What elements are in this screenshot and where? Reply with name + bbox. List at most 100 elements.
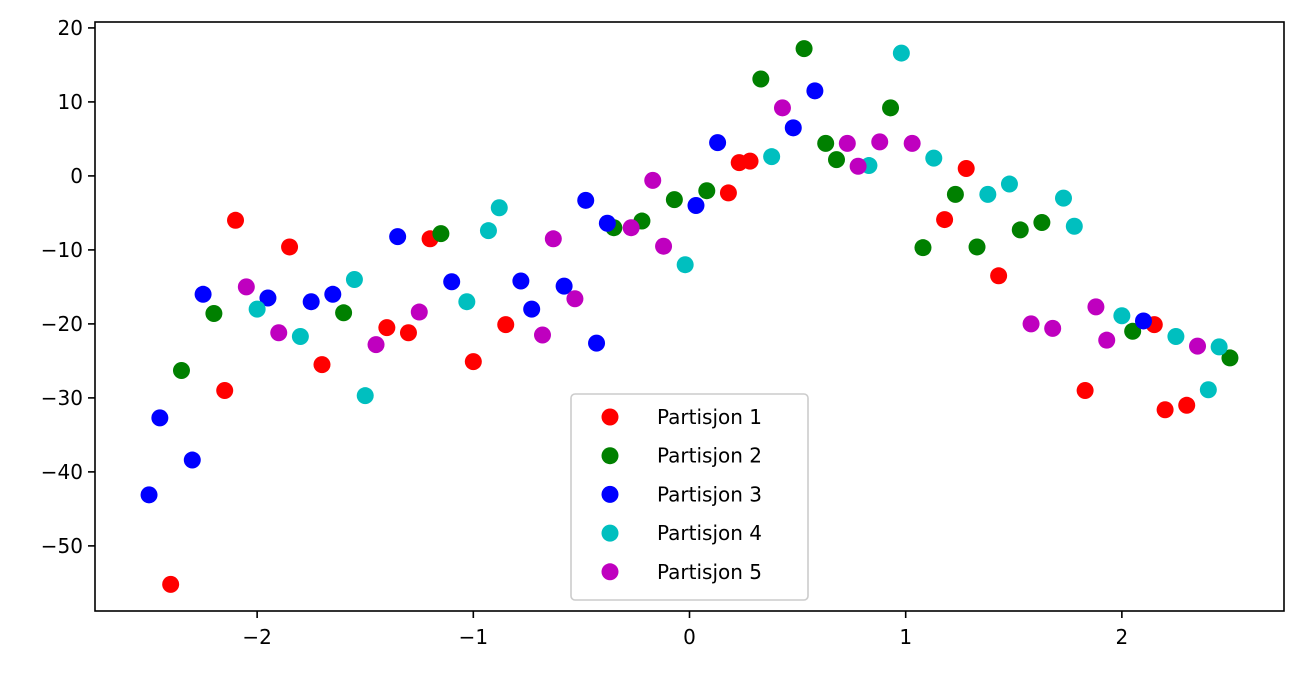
data-point [151,409,169,427]
data-point [784,119,802,137]
legend-marker [601,485,619,503]
data-point [367,336,385,354]
data-point [892,44,910,62]
series-partisjon-1 [162,152,1196,593]
data-point [1210,338,1228,356]
data-point [871,133,889,151]
legend-item: Partisjon 1 [601,405,762,429]
data-point [773,99,791,117]
data-point [1124,322,1142,340]
data-point [291,327,309,345]
data-point [665,191,683,209]
data-point [458,293,476,311]
data-point [588,334,606,352]
data-points [140,40,1239,593]
series-partisjon-2 [172,40,1239,380]
data-point [979,185,997,203]
data-point [806,82,824,100]
legend-frame [570,393,809,601]
data-point [957,160,975,178]
data-point [817,134,835,152]
data-point [1167,327,1185,345]
data-point [709,134,727,152]
data-point [1189,337,1207,355]
data-point [281,238,299,256]
data-point [828,151,846,169]
data-point [676,256,694,274]
data-point [763,148,781,166]
data-point [194,285,212,303]
y-tick-label: −30 [41,386,83,410]
y-tick-label: 0 [70,164,83,188]
data-point [432,225,450,243]
y-tick-label: −50 [41,534,83,558]
data-point [512,272,530,290]
legend-label: Partisjon 2 [657,444,762,468]
data-point [313,356,331,374]
data-point [172,362,190,380]
data-point [464,353,482,371]
legend-item: Partisjon 2 [601,444,762,468]
data-point [140,486,158,504]
data-point [936,211,954,229]
data-point [1221,349,1239,367]
x-tick-label: 2 [1115,625,1128,649]
y-tick-label: 20 [58,16,83,40]
data-point [443,273,461,291]
x-tick-label: 1 [899,625,912,649]
data-point [1098,331,1116,349]
data-point [1113,307,1131,325]
series-partisjon-4 [248,44,1228,405]
y-tick-label: 10 [58,90,83,114]
data-point [719,184,737,202]
legend-item: Partisjon 3 [601,482,762,506]
y-tick-label: −20 [41,312,83,336]
legend-item: Partisjon 5 [601,560,762,584]
data-point [302,293,320,311]
data-point [795,40,813,58]
data-point [946,185,964,203]
data-point [687,197,705,215]
data-point [925,149,943,167]
x-tick-label: −1 [459,625,488,649]
legend-label: Partisjon 5 [657,560,762,584]
data-point [1134,312,1152,330]
data-point [882,99,900,117]
data-point [490,199,508,217]
data-point [259,289,277,307]
data-point [533,326,551,344]
data-point [324,285,342,303]
data-point [216,381,234,399]
data-point [555,277,573,295]
legend-label: Partisjon 3 [657,482,762,506]
data-point [598,214,616,232]
data-point [752,70,770,88]
data-point [227,211,245,229]
data-point [1022,315,1040,333]
data-point [270,324,288,342]
legend-marker [601,563,619,581]
legend-item: Partisjon 4 [601,521,762,545]
series-partisjon-3 [140,82,1152,504]
data-point [566,290,584,308]
data-point [479,222,497,240]
data-point [914,239,932,257]
legend: Partisjon 1 Partisjon 2 Partisjon 3 Partisj… [570,393,809,601]
data-point [335,304,353,322]
data-point [1054,189,1072,207]
data-point [990,267,1008,285]
data-point [1000,175,1018,193]
data-point [1178,396,1196,414]
x-tick-label: −2 [242,625,271,649]
legend-label: Partisjon 1 [657,405,762,429]
data-point [655,237,673,255]
data-point [237,278,255,296]
data-point [544,230,562,248]
data-point [1199,381,1217,399]
x-tick-label: 0 [683,625,696,649]
legend-marker [601,408,619,426]
data-point [205,305,223,323]
data-point [356,387,374,405]
data-point [849,157,867,175]
